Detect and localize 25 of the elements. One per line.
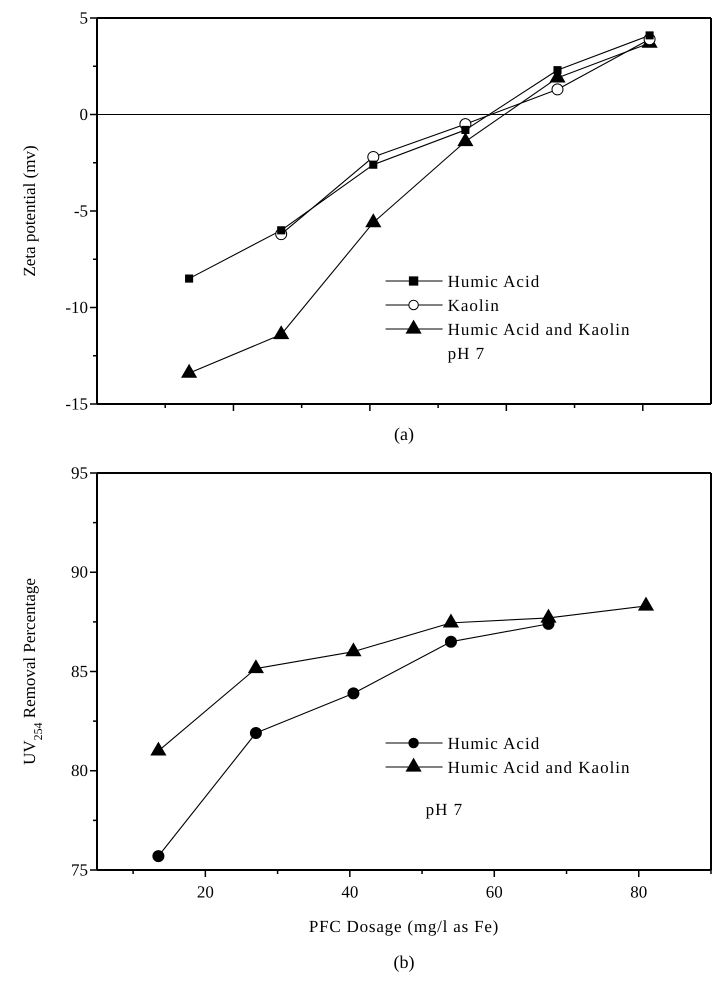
x-axis-title: PFC Dosage (mg/l as Fe) <box>308 917 500 936</box>
x-tick-label: 80 <box>630 882 648 902</box>
y-tick-label: 90 <box>71 562 88 582</box>
legend-label: Humic Acid and Kaolin <box>448 758 631 777</box>
legend-label: Humic Acid and Kaolin <box>448 320 631 339</box>
text: (a) <box>394 424 414 444</box>
annotation: pH 7 <box>448 344 486 363</box>
annotation: pH 7 <box>426 800 464 819</box>
y-tick-label: 0 <box>80 104 88 124</box>
x-tick-label: 20 <box>196 882 214 902</box>
y-axis-title: Zeta potential (mv) <box>20 145 39 277</box>
y-tick-label: 85 <box>71 662 88 681</box>
y-tick-label: -15 <box>65 394 88 414</box>
text: (b) <box>394 952 414 972</box>
y-tick-label: 80 <box>71 761 88 780</box>
y-tick-label: 5 <box>80 8 88 28</box>
y-tick-label: 75 <box>71 860 88 880</box>
y-tick-label: -5 <box>74 201 88 220</box>
y-tick-label: -10 <box>65 298 88 317</box>
legend-label: Kaolin <box>448 296 500 315</box>
x-tick-label: 60 <box>486 882 503 902</box>
y-tick-label: 95 <box>71 463 88 482</box>
legend-label: Humic Acid <box>448 734 540 753</box>
x-tick-label: 40 <box>341 882 358 902</box>
legend-label: Humic Acid <box>448 272 540 291</box>
